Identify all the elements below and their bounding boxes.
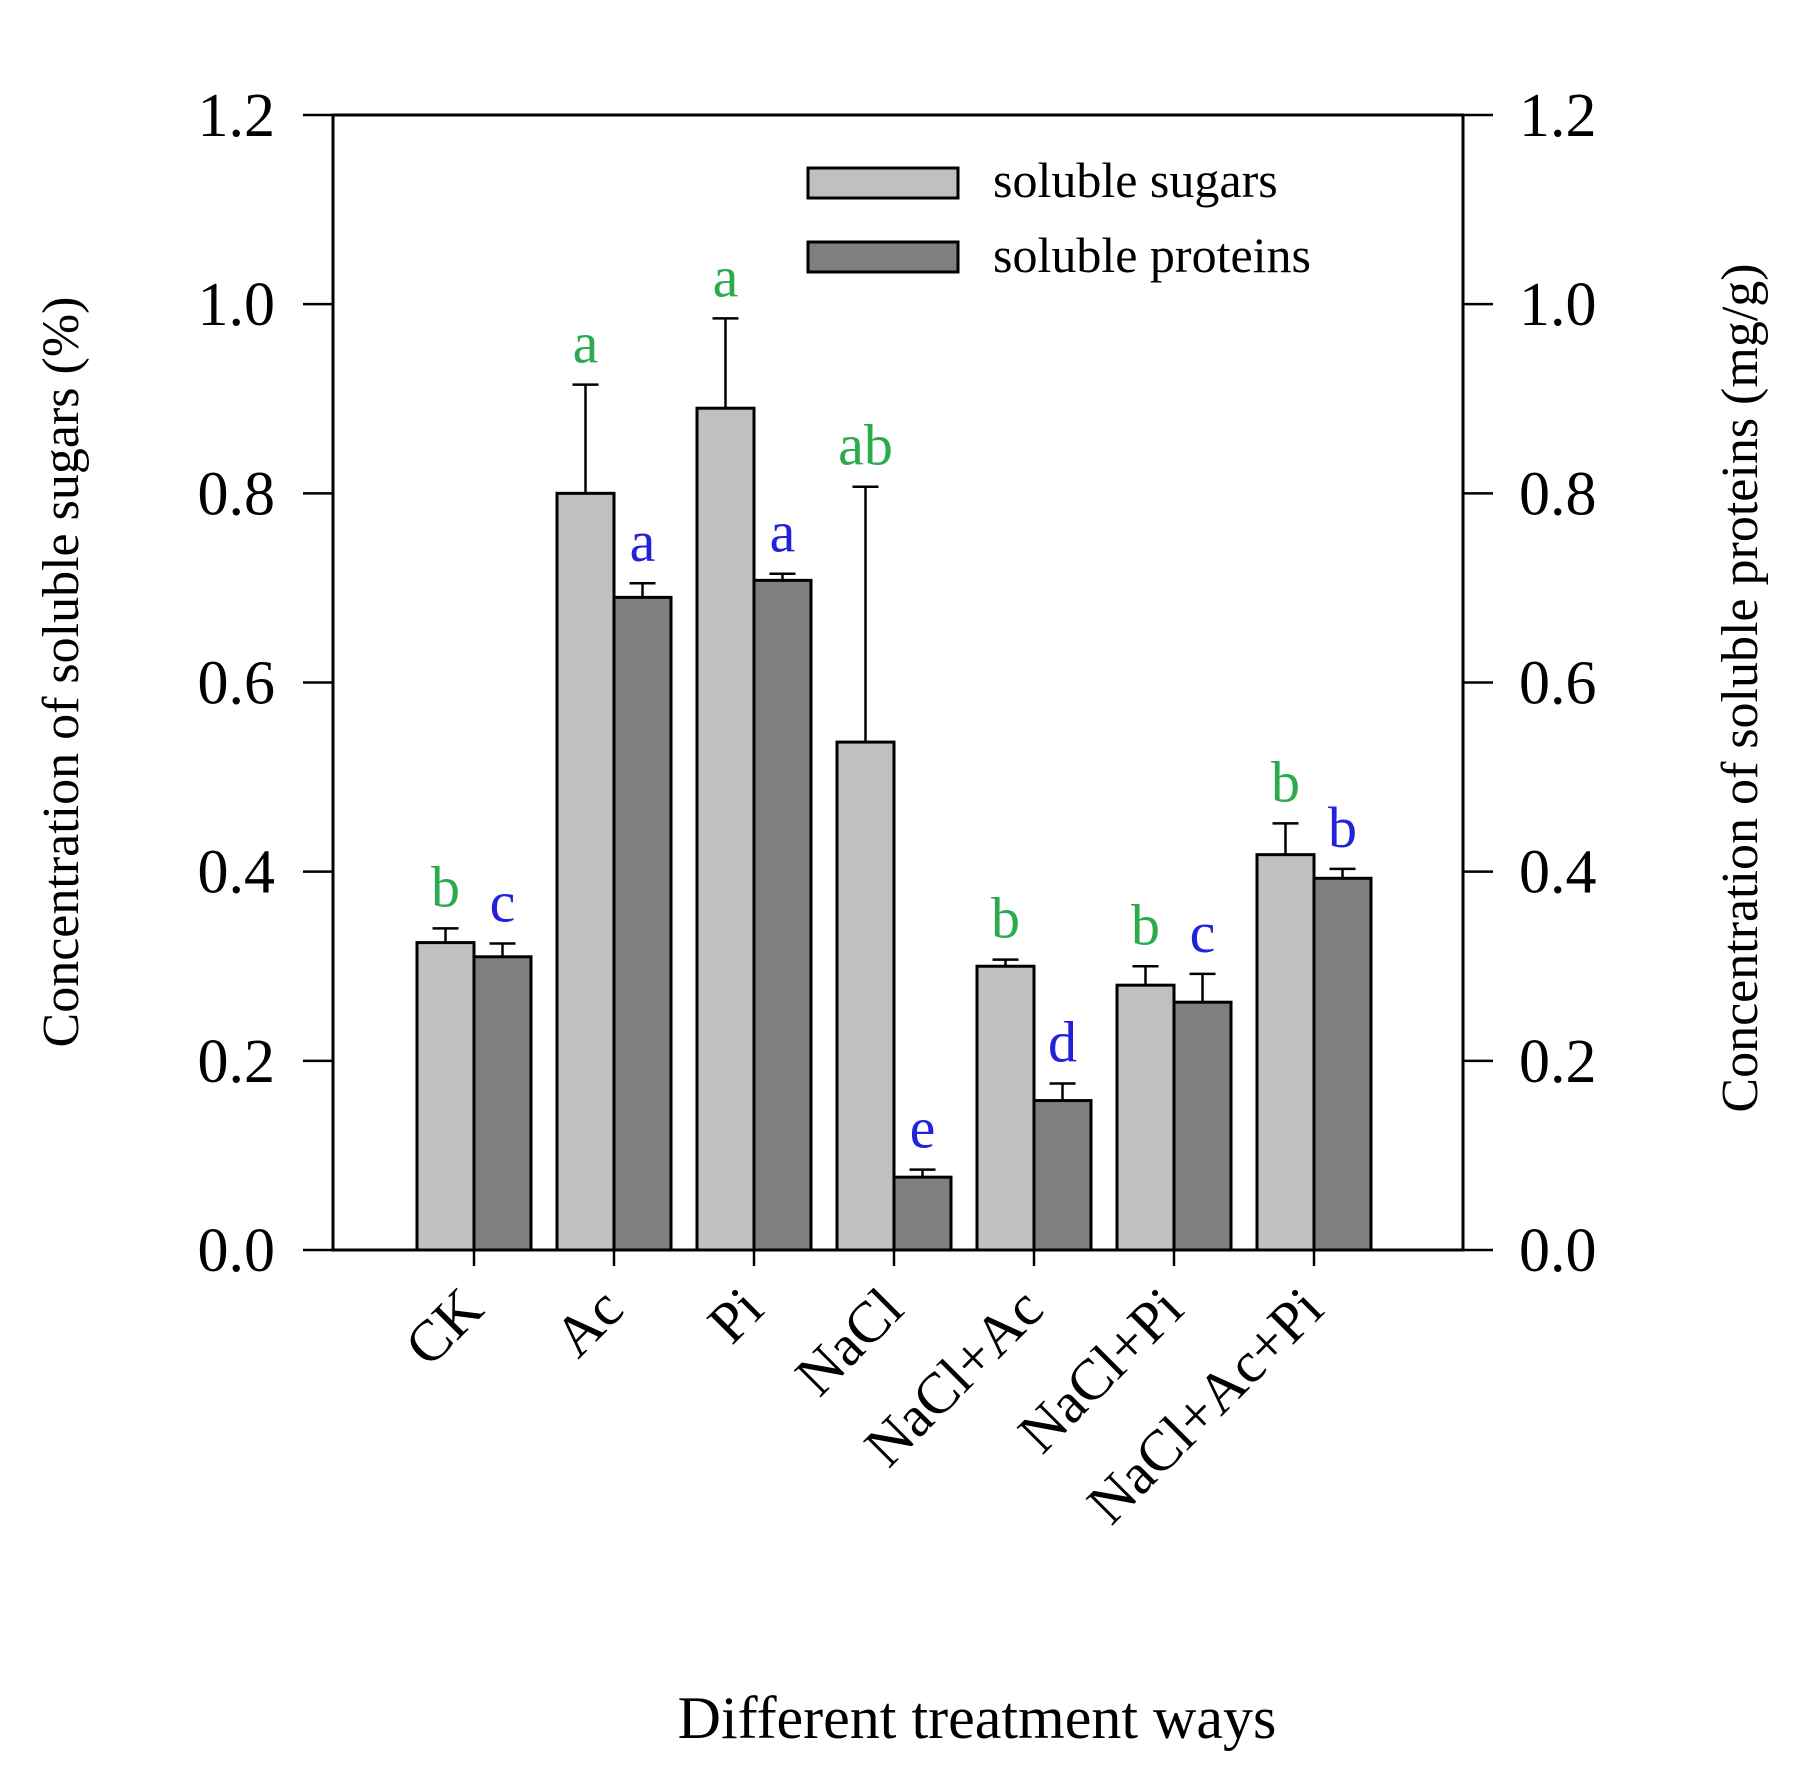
bar-soluble-proteins (892, 1175, 953, 1252)
bar-soluble-sugars (695, 406, 756, 1252)
axes-layer (303, 113, 1493, 1266)
error-bar-soluble-sugars (712, 317, 739, 409)
y-tick-label-right: 0.2 (1519, 1028, 1597, 1096)
legend-label-soluble-proteins: soluble proteins (993, 227, 1311, 283)
y-tick-label-right: 0.0 (1519, 1217, 1597, 1285)
bar-soluble-proteins (1172, 1000, 1233, 1252)
error-bar-soluble-proteins (489, 942, 516, 957)
significance-letter-soluble-proteins: b (1328, 795, 1357, 860)
error-bar-soluble-proteins (1049, 1082, 1076, 1101)
bar-soluble-proteins (1312, 876, 1373, 1252)
bar-soluble-sugars (555, 491, 616, 1252)
error-bar-soluble-proteins (769, 572, 796, 581)
y-tick-label-right: 1.2 (1519, 82, 1597, 150)
error-bars-layer (432, 317, 1356, 1178)
y-tick-label-left: 0.6 (198, 650, 276, 718)
y-axis-label-left: Concentration of soluble sugars (%) (33, 297, 90, 1048)
error-bar-soluble-sugars (572, 383, 599, 494)
y-tick-label-left: 0.0 (198, 1217, 276, 1285)
legend-swatch-soluble-proteins (806, 240, 960, 274)
bar-soluble-sugars (415, 941, 476, 1252)
y-tick-label-right: 1.0 (1519, 271, 1597, 339)
significance-letter-soluble-sugars: ab (838, 413, 893, 478)
bar-soluble-sugars (1115, 983, 1176, 1252)
significance-letter-soluble-proteins: e (910, 1096, 936, 1161)
bar-soluble-proteins (612, 595, 673, 1252)
y-tick-label-left: 0.2 (198, 1028, 276, 1096)
error-bar-soluble-sugars (1272, 822, 1299, 855)
bar-soluble-sugars (835, 740, 896, 1252)
bars-layer (415, 406, 1373, 1252)
x-tick-label: Pi (695, 1275, 775, 1355)
bar-soluble-sugars (1255, 853, 1316, 1252)
significance-letter-soluble-proteins: c (1190, 900, 1216, 965)
y-tick-label-left: 0.8 (198, 460, 276, 528)
significance-letter-soluble-sugars: a (573, 311, 599, 376)
y-tick-label-right: 0.8 (1519, 460, 1597, 528)
error-bar-soluble-sugars (1132, 965, 1159, 986)
y-tick-label-left: 1.0 (198, 271, 276, 339)
bar-soluble-proteins (752, 578, 813, 1252)
error-bar-soluble-sugars (992, 958, 1019, 967)
error-bar-soluble-proteins (1329, 867, 1356, 879)
y-axis-label-right: Concentration of soluble proteins (mg/g) (1712, 263, 1769, 1112)
legend-swatch-soluble-sugars (806, 166, 960, 200)
significance-letter-soluble-sugars: b (431, 854, 460, 919)
significance-letter-soluble-sugars: b (991, 886, 1020, 951)
significance-letter-soluble-proteins: d (1048, 1010, 1077, 1075)
y-tick-label-left: 1.2 (198, 82, 276, 150)
error-bar-soluble-proteins (629, 581, 656, 598)
significance-letter-soluble-sugars: b (1271, 749, 1300, 814)
error-bar-soluble-proteins (909, 1168, 936, 1178)
bar-soluble-proteins (472, 955, 533, 1252)
x-tick-label: CK (392, 1275, 495, 1378)
significance-letter-soluble-proteins: c (490, 870, 516, 935)
bar-soluble-sugars (975, 964, 1036, 1252)
y-tick-label-left: 0.4 (198, 839, 276, 907)
x-tick-label: Ac (541, 1275, 635, 1369)
significance-letter-soluble-proteins: a (770, 500, 796, 565)
x-axis-label: Different treatment ways (678, 1685, 1277, 1751)
y-tick-label-right: 0.6 (1519, 650, 1597, 718)
error-bar-soluble-sugars (852, 485, 879, 743)
y-tick-label-right: 0.4 (1519, 839, 1597, 907)
legend-label-soluble-sugars: soluble sugars (993, 152, 1278, 208)
error-bar-soluble-proteins (1189, 972, 1216, 1003)
legend: soluble sugars soluble proteins (806, 152, 1311, 283)
significance-letter-soluble-proteins: a (630, 509, 656, 574)
bar-soluble-proteins (1032, 1099, 1093, 1252)
error-bar-soluble-sugars (432, 927, 459, 943)
significance-letter-soluble-sugars: b (1131, 892, 1160, 957)
significance-letter-soluble-sugars: a (713, 244, 739, 309)
